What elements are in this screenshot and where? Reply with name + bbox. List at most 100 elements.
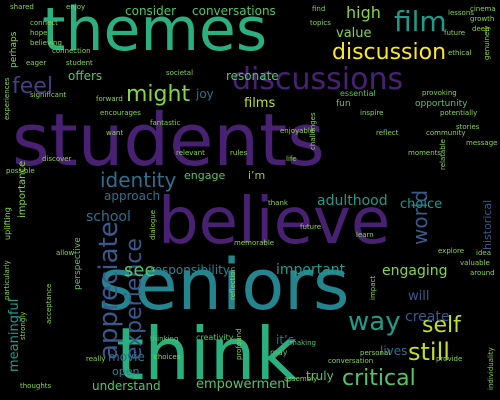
word: themes <box>42 0 268 65</box>
word: discussions <box>232 62 404 97</box>
word: empowerment <box>196 377 291 392</box>
word: deep <box>472 25 490 33</box>
word: conversations <box>192 4 276 18</box>
word: conversation <box>328 357 374 365</box>
word: societal <box>166 69 194 77</box>
word: it’s <box>276 333 295 347</box>
word: genuinely <box>483 25 491 60</box>
word: fun <box>336 99 351 109</box>
word: student <box>66 59 93 67</box>
word: hope <box>30 29 48 37</box>
word: will <box>408 289 430 304</box>
word: school <box>86 209 131 225</box>
word: cinema <box>470 5 496 13</box>
word: find <box>312 5 326 13</box>
word: really <box>86 355 106 363</box>
word: reflection <box>229 266 237 300</box>
word: choices <box>154 353 181 361</box>
word: impact <box>369 275 377 300</box>
word: see <box>124 260 156 281</box>
word: responsibility <box>150 263 230 277</box>
word: making <box>290 339 316 347</box>
word: important <box>276 262 346 278</box>
word: feel <box>12 74 53 99</box>
word: creativity <box>196 333 234 342</box>
word: discussion <box>332 40 447 65</box>
word: engaging <box>382 263 448 279</box>
word: still <box>408 338 450 366</box>
word: around <box>470 269 495 277</box>
word: believe <box>158 185 391 259</box>
word: thoughts <box>20 382 52 390</box>
word: shared <box>10 3 34 11</box>
word: resonate <box>226 69 279 83</box>
word: acceptance <box>45 283 53 324</box>
word: future <box>300 223 322 231</box>
word: potentially <box>440 109 478 117</box>
word: perspective <box>73 237 83 290</box>
word: moments <box>408 149 442 157</box>
word: truly <box>306 369 334 383</box>
word: provide <box>436 355 463 363</box>
word: consider <box>125 4 177 18</box>
word: lives <box>380 344 408 358</box>
word: approach <box>104 189 161 203</box>
word: learn <box>356 231 374 239</box>
word: adulthood <box>317 193 388 209</box>
word: valuable <box>460 259 490 267</box>
word: fantastic <box>150 119 181 127</box>
word: opportunity <box>415 99 468 109</box>
word: personal <box>360 349 391 357</box>
word: movie <box>108 350 145 364</box>
word: create <box>405 309 450 325</box>
word: lessons <box>448 9 474 17</box>
word: memorable <box>234 239 275 247</box>
word: thank <box>268 199 288 207</box>
word: choice <box>400 197 443 212</box>
word: experiences <box>3 77 11 120</box>
word: film <box>394 5 447 38</box>
word: inspire <box>360 109 384 117</box>
word: high <box>346 3 381 22</box>
word: thinking <box>150 335 179 343</box>
word: eager <box>26 59 47 67</box>
word: critical <box>342 366 416 391</box>
word: topics <box>310 19 331 27</box>
word: particularly <box>3 260 11 300</box>
word: rules <box>230 149 248 157</box>
word: want <box>106 129 124 137</box>
word: forward <box>96 95 123 103</box>
word: joy <box>196 87 214 101</box>
word: individuality <box>487 347 495 390</box>
word: connection <box>52 47 91 55</box>
word: enjoyable <box>280 127 315 135</box>
word: engage <box>184 169 226 182</box>
word: appreciate <box>94 221 124 360</box>
word: self <box>422 313 461 338</box>
word: message <box>466 139 498 147</box>
word: uplifting <box>3 207 12 240</box>
word: understand <box>92 379 161 393</box>
word: enjoy <box>66 3 86 11</box>
word: encourages <box>100 109 141 117</box>
word: dialogue <box>149 209 157 240</box>
word: think <box>116 312 298 396</box>
word: value <box>336 26 372 41</box>
word: community <box>426 129 466 137</box>
word: students <box>12 98 325 182</box>
word: might <box>126 82 191 107</box>
word: open <box>112 365 140 378</box>
word: seniors <box>98 244 350 326</box>
word: significant <box>30 91 67 99</box>
word: stories <box>456 123 480 131</box>
word: ethical <box>448 49 472 57</box>
word: experience <box>122 238 147 360</box>
word: provoking <box>422 89 457 97</box>
word: possible <box>6 167 35 175</box>
word: allow <box>56 249 75 257</box>
word: identity <box>100 168 177 192</box>
word: discover <box>42 155 72 163</box>
word: idea <box>476 249 491 257</box>
word: historical <box>481 199 494 250</box>
word: perhaps <box>9 31 19 68</box>
